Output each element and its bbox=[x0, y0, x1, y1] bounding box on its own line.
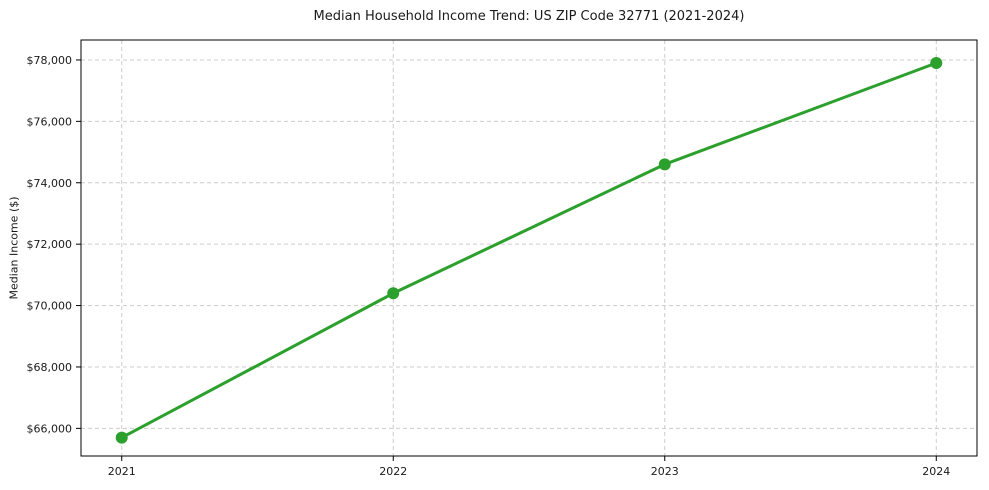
y-tick-label: $74,000 bbox=[27, 177, 73, 190]
y-tick-label: $78,000 bbox=[27, 54, 73, 67]
plot-border bbox=[80, 39, 978, 457]
x-tick-label: 2023 bbox=[651, 465, 679, 478]
y-tick-label: $72,000 bbox=[27, 238, 73, 251]
y-tick-label: $76,000 bbox=[27, 115, 73, 128]
y-tick-label: $68,000 bbox=[27, 361, 73, 374]
y-tick-label: $66,000 bbox=[27, 422, 73, 435]
data-point-marker bbox=[387, 287, 400, 300]
chart-title: Median Household Income Trend: US ZIP Co… bbox=[313, 9, 745, 24]
data-point-marker bbox=[930, 57, 943, 70]
x-tick-label: 2024 bbox=[922, 465, 950, 478]
data-point-marker bbox=[658, 158, 671, 171]
data-point-marker bbox=[115, 431, 128, 444]
x-tick-label: 2022 bbox=[379, 465, 407, 478]
x-tick-label: 2021 bbox=[108, 465, 136, 478]
y-tick-label: $70,000 bbox=[27, 300, 73, 313]
series-line bbox=[120, 61, 938, 440]
